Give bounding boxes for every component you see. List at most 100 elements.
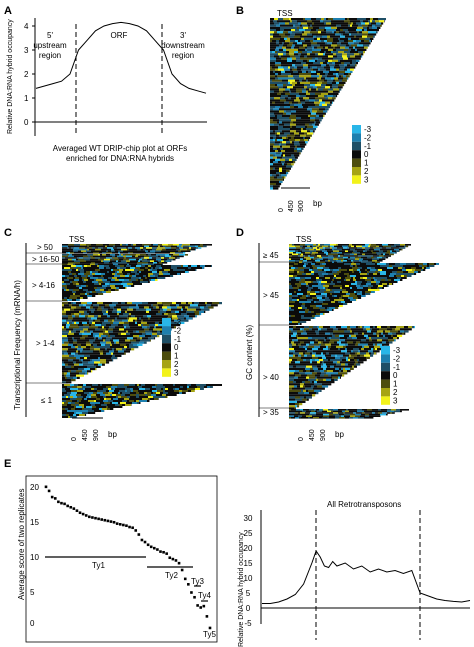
heatmap-cell <box>301 374 307 377</box>
heatmap-cell <box>276 95 281 98</box>
heatmap-cell <box>319 301 323 303</box>
heatmap-cell <box>346 361 352 364</box>
heatmap-cell <box>76 357 80 360</box>
heatmap-cell <box>279 48 283 51</box>
heatmap-cell <box>340 376 341 379</box>
heatmap-cell <box>111 352 113 355</box>
heatmap-cell <box>305 385 308 388</box>
heatmap-cell <box>307 319 310 321</box>
heatmap-cell <box>273 86 278 89</box>
heatmap-cell <box>305 252 310 254</box>
heatmap-cell <box>94 315 98 318</box>
heatmap-cell <box>94 287 97 289</box>
heatmap-cell <box>356 326 358 329</box>
heatmap-cell <box>200 388 204 390</box>
heatmap-cell <box>352 24 355 27</box>
heatmap-cell <box>167 308 171 311</box>
heatmap-cell <box>330 66 334 69</box>
heatmap-cell <box>294 46 299 49</box>
heatmap-cell <box>142 337 148 340</box>
heatmap-cell <box>372 20 375 23</box>
heatmap-cell <box>153 267 155 269</box>
heatmap-cell <box>141 319 143 322</box>
heatmap-cell <box>304 315 310 317</box>
heatmap-cell <box>310 255 313 257</box>
heatmap-cell <box>62 386 67 388</box>
heatmap-cell <box>275 48 279 51</box>
heatmap-cell <box>82 361 88 364</box>
heatmap-cell <box>289 398 295 401</box>
heatmap-cell <box>156 260 158 262</box>
heatmap-cell <box>313 258 315 260</box>
heatmap-cell <box>363 244 365 246</box>
heatmap-cell <box>403 271 408 273</box>
heatmap-cell <box>113 332 118 335</box>
heatmap-cell <box>310 370 314 373</box>
heatmap-cell <box>137 321 141 324</box>
heatmap-cell <box>136 394 139 396</box>
heatmap-cell <box>353 31 357 34</box>
heatmap-cell <box>353 348 359 351</box>
heatmap-cell <box>309 88 311 91</box>
heatmap-cell <box>313 367 318 370</box>
heatmap-cell <box>319 383 322 386</box>
heatmap-cell <box>309 269 312 271</box>
heatmap-cell <box>286 51 289 54</box>
heatmap-cell <box>337 281 341 283</box>
colorscale-swatch <box>352 175 361 184</box>
heatmap-cell <box>275 130 280 133</box>
heatmap-cell <box>375 343 377 346</box>
heatmap-cell <box>289 279 291 281</box>
heatmap-cell <box>347 59 352 62</box>
heatmap-cell <box>132 248 137 251</box>
heatmap-cell <box>79 257 83 259</box>
heatmap-cell <box>99 304 105 307</box>
heatmap-cell <box>299 75 305 78</box>
heatmap-cell <box>325 26 331 29</box>
heatmap-cell <box>137 402 139 404</box>
heatmap-cell <box>361 255 367 257</box>
heatmap-cell <box>297 81 300 84</box>
heatmap-cell <box>62 352 64 355</box>
heatmap-cell <box>314 273 316 275</box>
heatmap-cell <box>288 75 293 78</box>
heatmap-cell <box>79 402 84 404</box>
heatmap-cell <box>325 283 330 285</box>
heatmap-cell <box>156 394 162 396</box>
heatmap-cell <box>332 271 335 273</box>
heatmap-cell <box>87 370 91 373</box>
heatmap-cell <box>295 361 300 364</box>
heatmap-cell <box>103 302 108 305</box>
heatmap-cell <box>75 293 80 295</box>
heatmap-cell <box>309 376 315 379</box>
heatmap-cell <box>117 267 120 269</box>
heatmap-cell <box>328 46 331 49</box>
heatmap-cell <box>300 244 305 246</box>
heatmap-cell <box>292 81 297 84</box>
heatmap-cell <box>162 263 163 266</box>
heatmap-cell <box>334 275 336 277</box>
heatmap-cell <box>289 253 292 256</box>
heatmap-cell <box>340 59 344 62</box>
heatmap-cell <box>314 311 317 313</box>
heatmap-cell <box>377 260 380 262</box>
heatmap-cell <box>321 365 324 368</box>
heatmap-cell <box>148 269 150 271</box>
heatmap-cell <box>365 248 369 251</box>
heatmap-cell <box>383 245 389 248</box>
heatmap-cell <box>349 273 354 275</box>
heatmap-cell <box>289 403 291 406</box>
heatmap-cell <box>365 289 368 291</box>
heatmap-cell <box>128 402 132 404</box>
heatmap-cell <box>340 345 343 348</box>
heatmap-cell <box>322 361 324 364</box>
heatmap-cell <box>139 402 141 404</box>
heatmap-cell <box>279 119 285 122</box>
heatmap-cell <box>157 384 163 386</box>
heatmap-cell <box>283 90 289 93</box>
heatmap-cell <box>66 291 72 293</box>
heatmap-cell <box>300 99 305 102</box>
heatmap-cell <box>114 275 120 277</box>
heatmap-cell <box>175 310 179 313</box>
panel-a-yticks: 0 1 2 3 4 <box>24 22 35 127</box>
